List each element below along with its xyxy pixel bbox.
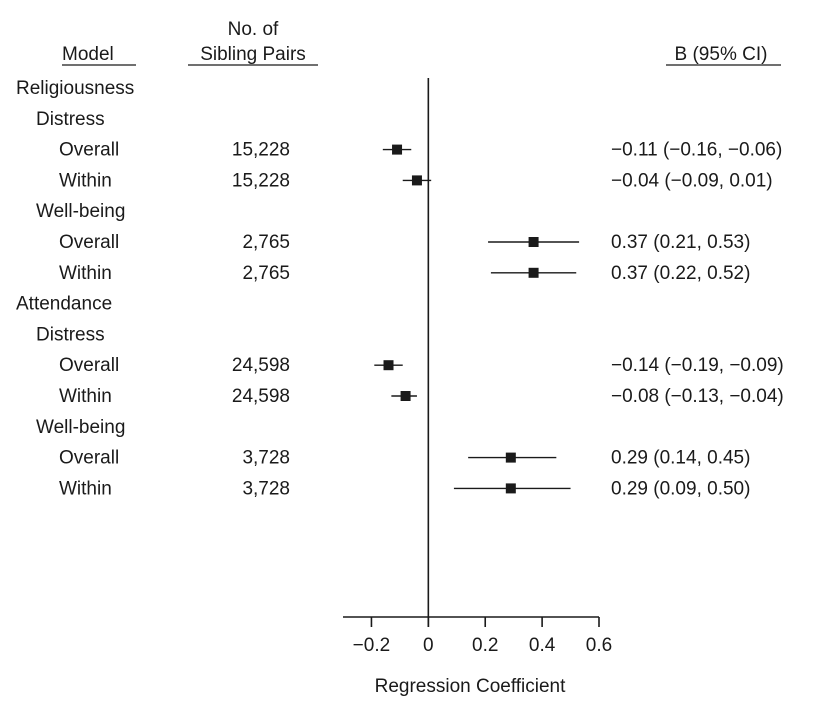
pairs-header-line1: No. of — [228, 19, 279, 40]
point-estimate-marker — [505, 452, 516, 463]
sample-size: 2,765 — [242, 263, 290, 284]
point-estimate-marker — [383, 360, 394, 371]
sample-size: 2,765 — [242, 232, 290, 253]
estimate-ci-text: 0.29 (0.09, 0.50) — [611, 478, 750, 499]
row-label: Well-being — [36, 201, 125, 222]
row-labels: Religiousness Distress Overall Within Well-b… — [16, 78, 134, 499]
pairs-header-line2: Sibling Pairs — [200, 44, 306, 65]
row-label: Overall — [59, 355, 119, 376]
point-estimate-marker — [400, 391, 411, 401]
estimate-column: −0.11 (−0.16, −0.06) −0.04 (−0.09, 0.01) 0… — [611, 140, 784, 500]
x-tick-label: 0.4 — [529, 635, 556, 656]
x-tick-label: −0.2 — [353, 635, 391, 656]
estimate-ci-text: −0.14 (−0.19, −0.09) — [611, 355, 784, 376]
row-label: Distress — [36, 109, 105, 130]
row-label: Within — [59, 263, 112, 284]
estimate-ci-text: 0.37 (0.22, 0.52) — [611, 263, 750, 284]
point-estimate-marker — [505, 483, 516, 494]
plot-marks — [374, 144, 580, 494]
estimate-header: B (95% CI) — [675, 44, 768, 65]
sample-size: 24,598 — [232, 386, 290, 407]
sample-size: 24,598 — [232, 355, 290, 376]
row-label: Religiousness — [16, 78, 134, 99]
x-tick-label: 0.2 — [472, 635, 498, 656]
sample-size: 3,728 — [242, 448, 290, 469]
sample-size: 15,228 — [232, 170, 290, 191]
row-label: Within — [59, 170, 112, 191]
row-label: Well-being — [36, 417, 125, 438]
estimate-ci-text: −0.11 (−0.16, −0.06) — [611, 140, 782, 161]
x-tick-label: 0.6 — [586, 635, 612, 656]
row-label: Overall — [59, 232, 119, 253]
x-tick-label: 0 — [423, 635, 434, 656]
estimate-ci-text: 0.29 (0.14, 0.45) — [611, 448, 750, 469]
point-estimate-marker — [528, 267, 539, 278]
row-label: Within — [59, 386, 112, 407]
row-label: Distress — [36, 324, 105, 345]
estimate-ci-text: −0.04 (−0.09, 0.01) — [611, 170, 773, 191]
point-estimate-marker — [528, 237, 539, 247]
estimate-ci-text: −0.08 (−0.13, −0.04) — [611, 386, 784, 407]
row-label: Within — [59, 478, 112, 499]
sample-size: 3,728 — [242, 478, 290, 499]
sample-size: 15,228 — [232, 140, 290, 161]
point-estimate-marker — [392, 144, 403, 155]
row-label: Attendance — [16, 294, 112, 315]
model-header: Model — [62, 44, 114, 65]
row-label: Overall — [59, 140, 119, 161]
row-label: Overall — [59, 448, 119, 469]
sample-size-column: 15,228 15,228 2,765 2,765 24,598 24,598 3,728 3… — [232, 140, 290, 500]
point-estimate-marker — [411, 175, 422, 186]
x-axis-label: Regression Coefficient — [375, 676, 567, 697]
estimate-ci-text: 0.37 (0.21, 0.53) — [611, 232, 750, 253]
x-axis-ticks: −0.2 0 0.2 0.4 0.6 — [353, 617, 612, 656]
